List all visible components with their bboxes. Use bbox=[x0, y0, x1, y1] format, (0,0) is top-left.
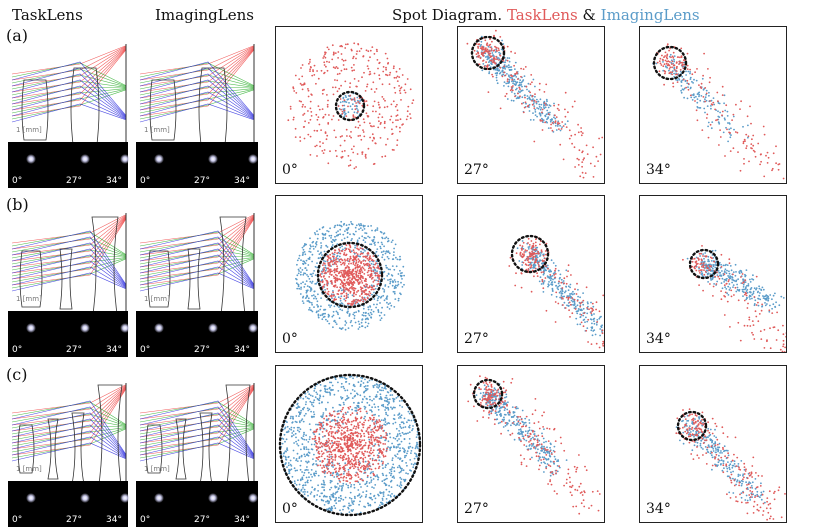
psf-angle-label: 34° bbox=[234, 345, 250, 355]
tasklens-layout bbox=[10, 209, 128, 329]
psf-blob bbox=[80, 323, 90, 333]
psf-strip: 0° 27° 34° bbox=[8, 142, 130, 188]
spot-diagram-panel: 27° bbox=[457, 365, 605, 523]
psf-strip: 0° 27° 34° bbox=[136, 142, 258, 188]
spot-angle-label: 0° bbox=[282, 331, 298, 347]
psf-blob bbox=[154, 323, 164, 333]
psf-blob bbox=[80, 154, 90, 164]
row-label: (c) bbox=[6, 365, 28, 384]
psf-angle-label: 0° bbox=[12, 345, 23, 355]
spot-diagram-panel: 34° bbox=[639, 26, 787, 184]
psf-strip: 0° 27° 34° bbox=[8, 481, 130, 527]
psf-blob bbox=[248, 154, 258, 164]
scale-bar-label: 1 [mm] bbox=[144, 465, 170, 473]
spot-angle-label: 27° bbox=[464, 162, 489, 178]
spot-title-tasklens: TaskLens bbox=[506, 6, 578, 24]
spot-angle-label: 0° bbox=[282, 501, 298, 517]
spot-angle-label: 34° bbox=[646, 501, 671, 517]
spot-diagram-panel: 0° bbox=[275, 195, 423, 353]
row-label: (b) bbox=[6, 195, 29, 214]
psf-angle-label: 34° bbox=[106, 515, 122, 525]
psf-blob bbox=[208, 154, 218, 164]
psf-blob bbox=[26, 493, 36, 503]
psf-blob bbox=[154, 154, 164, 164]
psf-blob bbox=[154, 493, 164, 503]
header-tasklens: TaskLens bbox=[12, 6, 83, 24]
spot-diagram-panel: 27° bbox=[457, 195, 605, 353]
spot-title-amp: & bbox=[582, 6, 596, 24]
psf-blob bbox=[120, 154, 130, 164]
psf-blob bbox=[26, 323, 36, 333]
scale-bar-label: 1 [mm] bbox=[144, 126, 170, 134]
psf-angle-label: 27° bbox=[194, 176, 210, 186]
psf-blob bbox=[80, 493, 90, 503]
spot-diagram-panel: 0° bbox=[275, 365, 423, 523]
psf-angle-label: 34° bbox=[234, 515, 250, 525]
psf-angle-label: 27° bbox=[194, 345, 210, 355]
spot-title: Spot Diagram. bbox=[392, 6, 503, 24]
psf-angle-label: 27° bbox=[66, 176, 82, 186]
psf-blob bbox=[26, 154, 36, 164]
psf-angle-label: 0° bbox=[140, 345, 151, 355]
psf-blob bbox=[120, 323, 130, 333]
scale-bar-label: 1 [mm] bbox=[144, 295, 170, 303]
psf-angle-label: 0° bbox=[140, 176, 151, 186]
scale-bar-label: 1 [mm] bbox=[16, 126, 42, 134]
imaginglens-layout bbox=[138, 209, 256, 329]
psf-angle-label: 34° bbox=[234, 176, 250, 186]
psf-angle-label: 27° bbox=[66, 515, 82, 525]
spot-angle-label: 27° bbox=[464, 331, 489, 347]
psf-blob bbox=[208, 323, 218, 333]
spot-diagram-panel: 34° bbox=[639, 195, 787, 353]
psf-blob bbox=[120, 493, 130, 503]
spot-diagram-panel: 34° bbox=[639, 365, 787, 523]
spot-diagram-panel: 0° bbox=[275, 26, 423, 184]
psf-strip: 0° 27° 34° bbox=[8, 311, 130, 357]
psf-blob bbox=[248, 493, 258, 503]
psf-angle-label: 0° bbox=[12, 515, 23, 525]
row-label: (a) bbox=[6, 26, 29, 45]
psf-blob bbox=[208, 493, 218, 503]
tasklens-layout bbox=[10, 40, 128, 160]
psf-angle-label: 27° bbox=[194, 515, 210, 525]
psf-angle-label: 0° bbox=[140, 515, 151, 525]
psf-strip: 0° 27° 34° bbox=[136, 311, 258, 357]
imaginglens-layout bbox=[138, 40, 256, 160]
psf-angle-label: 34° bbox=[106, 176, 122, 186]
psf-angle-label: 0° bbox=[12, 176, 23, 186]
spot-diagram-panel: 27° bbox=[457, 26, 605, 184]
spot-angle-label: 34° bbox=[646, 162, 671, 178]
psf-blob bbox=[248, 323, 258, 333]
header-imaginglens: ImagingLens bbox=[155, 6, 254, 24]
spot-angle-label: 0° bbox=[282, 162, 298, 178]
tasklens-layout bbox=[10, 379, 128, 499]
psf-angle-label: 34° bbox=[106, 345, 122, 355]
psf-strip: 0° 27° 34° bbox=[136, 481, 258, 527]
psf-angle-label: 27° bbox=[66, 345, 82, 355]
header-spot-diagram: Spot Diagram. TaskLens & ImagingLens bbox=[392, 6, 700, 24]
spot-title-imaginglens: ImagingLens bbox=[600, 6, 700, 24]
spot-angle-label: 27° bbox=[464, 501, 489, 517]
scale-bar-label: 1 [mm] bbox=[16, 465, 42, 473]
spot-angle-label: 34° bbox=[646, 331, 671, 347]
scale-bar-label: 1 [mm] bbox=[16, 295, 42, 303]
